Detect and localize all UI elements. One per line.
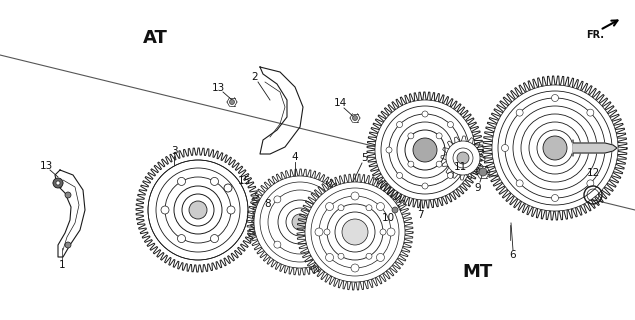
Circle shape [227, 206, 235, 214]
Circle shape [543, 136, 567, 160]
Circle shape [161, 206, 169, 214]
Circle shape [178, 177, 185, 185]
Circle shape [338, 205, 344, 211]
Circle shape [601, 145, 608, 151]
Circle shape [178, 235, 185, 243]
Text: 1: 1 [58, 260, 65, 270]
Circle shape [305, 182, 405, 282]
Circle shape [413, 138, 437, 162]
Circle shape [458, 147, 464, 153]
Text: 13: 13 [211, 83, 225, 93]
Circle shape [148, 160, 248, 260]
Circle shape [386, 147, 392, 153]
Circle shape [274, 196, 281, 203]
Circle shape [392, 207, 398, 213]
Circle shape [326, 253, 333, 261]
Circle shape [366, 253, 372, 259]
Circle shape [315, 228, 323, 236]
Circle shape [502, 145, 509, 151]
Circle shape [229, 100, 234, 105]
Text: 2: 2 [251, 72, 258, 82]
Circle shape [380, 229, 386, 235]
Circle shape [448, 172, 453, 179]
Circle shape [446, 141, 480, 175]
Circle shape [479, 168, 487, 176]
Circle shape [275, 215, 281, 221]
Text: FR.: FR. [586, 30, 604, 40]
Circle shape [292, 214, 308, 230]
Circle shape [65, 192, 71, 198]
Circle shape [319, 196, 326, 203]
Circle shape [352, 116, 358, 121]
Text: 4: 4 [291, 152, 298, 162]
Circle shape [422, 111, 428, 117]
Circle shape [366, 205, 372, 211]
Circle shape [422, 183, 428, 189]
Circle shape [587, 109, 594, 116]
Text: 12: 12 [586, 168, 599, 178]
Circle shape [408, 161, 414, 167]
Text: 5: 5 [362, 153, 368, 163]
Circle shape [396, 172, 403, 179]
Circle shape [338, 253, 344, 259]
Circle shape [377, 253, 384, 261]
Circle shape [224, 184, 232, 192]
Text: 8: 8 [265, 199, 271, 209]
Circle shape [319, 241, 326, 248]
Circle shape [53, 178, 63, 188]
Circle shape [408, 133, 414, 139]
Circle shape [351, 264, 359, 272]
Circle shape [436, 161, 442, 167]
Circle shape [552, 195, 559, 202]
Text: 11: 11 [453, 162, 467, 172]
Text: 13: 13 [39, 161, 53, 171]
Circle shape [210, 235, 218, 243]
Text: 15: 15 [237, 176, 251, 186]
Text: AT: AT [143, 29, 168, 47]
Text: 10: 10 [382, 213, 394, 223]
Text: 3: 3 [171, 146, 177, 156]
Circle shape [254, 176, 346, 268]
Circle shape [516, 109, 523, 116]
Text: 9: 9 [475, 183, 481, 193]
Text: 6: 6 [510, 250, 516, 260]
Circle shape [324, 229, 330, 235]
Circle shape [377, 203, 384, 211]
Text: 7: 7 [417, 210, 424, 220]
Circle shape [492, 85, 618, 211]
Circle shape [274, 241, 281, 248]
Circle shape [375, 100, 475, 200]
Circle shape [189, 201, 207, 219]
Circle shape [457, 152, 469, 164]
Circle shape [342, 219, 368, 245]
Circle shape [65, 242, 71, 248]
Circle shape [436, 133, 442, 139]
Circle shape [516, 180, 523, 187]
Circle shape [448, 122, 453, 128]
Circle shape [587, 180, 594, 187]
Text: 14: 14 [333, 98, 347, 108]
Circle shape [326, 203, 333, 211]
Circle shape [56, 181, 60, 185]
Text: MT: MT [463, 263, 493, 281]
Circle shape [387, 228, 395, 236]
Circle shape [351, 192, 359, 200]
Circle shape [210, 177, 218, 185]
Polygon shape [573, 140, 617, 156]
Circle shape [552, 94, 559, 101]
Circle shape [396, 122, 403, 128]
